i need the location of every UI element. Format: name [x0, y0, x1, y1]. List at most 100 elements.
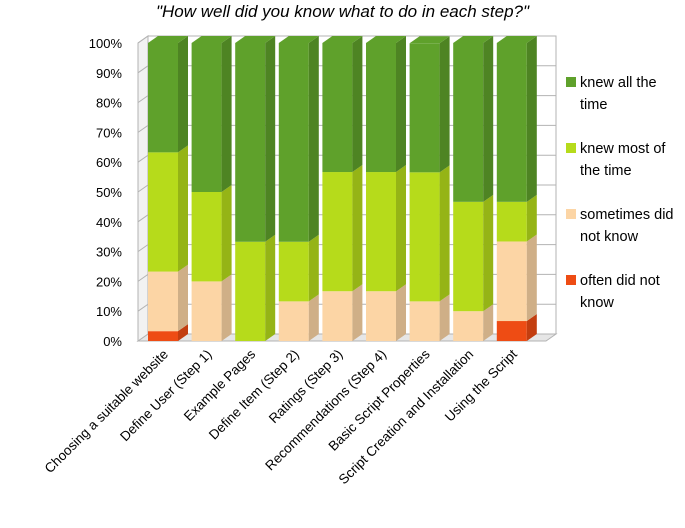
legend-swatch [566, 275, 576, 285]
bar-segment [191, 281, 222, 341]
bar-segment [409, 43, 440, 173]
bar-segment [496, 43, 527, 202]
bar-stack [496, 36, 537, 341]
bar-segment [235, 241, 266, 341]
bar-segment-side [526, 36, 537, 202]
bar-segment [148, 271, 178, 332]
bar-segment-side [178, 145, 188, 272]
bar-segment-side [396, 284, 406, 341]
bar-segment-side [396, 165, 406, 292]
bar-stack [148, 36, 188, 341]
chart-title: "How well did you know what to do in eac… [155, 2, 530, 21]
bar-segment-side [178, 36, 188, 153]
bar-segment-side [352, 165, 363, 292]
bar-top [453, 36, 494, 43]
bar-segment-side [439, 165, 450, 302]
bar-segment-side [308, 36, 319, 242]
y-axis-ticks: 0% 10% 20% 30% 40% 50% 60% 70% 80% 90% 100% [89, 36, 123, 349]
bar-segment-side [396, 36, 406, 173]
legend: knew all the time knew most of the time … [566, 72, 684, 336]
gridline [137, 35, 556, 44]
bar-segment [366, 291, 396, 341]
bar-stack [235, 36, 276, 341]
y-tick-label: 80% [96, 96, 122, 111]
bar-segment-side [352, 284, 363, 341]
bar-segment [409, 301, 440, 341]
bar-top [278, 36, 319, 43]
y-tick-label: 30% [96, 245, 122, 260]
bar-stack [453, 36, 494, 341]
y-tick-label: 50% [96, 185, 122, 200]
bar-segment-side [483, 194, 494, 312]
legend-label: knew all the time [580, 75, 657, 113]
bar-segment-side [483, 304, 494, 341]
bar-segment-side [526, 234, 537, 322]
y-tick-label: 90% [96, 66, 122, 81]
bar-segment-side [265, 234, 276, 341]
bar-segment-side [308, 234, 319, 302]
bar-segment-side [308, 294, 319, 341]
bar-segment [496, 201, 527, 242]
bar-top [409, 36, 450, 44]
bar-segment [191, 192, 222, 282]
bar-segment [191, 43, 222, 192]
bar-segment [453, 311, 484, 341]
bar-segment [409, 172, 440, 302]
legend-label: often did not know [580, 273, 660, 311]
bar-segment [453, 201, 484, 312]
bar-stack [191, 36, 232, 341]
bar-segment-side [526, 194, 537, 242]
bar-top [191, 36, 232, 43]
legend-swatch [566, 77, 576, 87]
bar-segment [366, 43, 396, 173]
bar-segment [322, 172, 353, 292]
y-tick-label: 20% [96, 274, 122, 289]
bar-segment-side [265, 36, 276, 242]
bar-segment-side [526, 314, 537, 341]
bar-segment [496, 241, 527, 322]
bar-stack [366, 36, 406, 341]
y-tick-label: 100% [89, 36, 123, 51]
y-tick-label: 70% [96, 125, 122, 140]
bar-segment-side [178, 264, 188, 332]
bar-top [322, 36, 363, 43]
bar-segment [148, 152, 178, 272]
x-tick-label: Ratings (Step 3) [266, 347, 346, 427]
bar-segment [278, 241, 309, 302]
bar-segment [322, 43, 353, 173]
bar-segment-side [221, 36, 232, 192]
bar-segment [366, 172, 396, 292]
bar-segment [148, 331, 178, 341]
bar-segment [235, 43, 266, 242]
bar-segment-side [483, 36, 494, 202]
bar-segment [496, 321, 527, 341]
bar-stack [278, 36, 319, 341]
legend-item: knew most of the time [566, 138, 684, 204]
bar-segment-side [221, 274, 232, 341]
bar-segment-side [178, 324, 188, 341]
bar-segment [322, 291, 353, 341]
y-tick-label: 0% [103, 334, 122, 349]
bar-stack [409, 36, 450, 341]
bars [148, 36, 537, 341]
bar-top [235, 36, 276, 43]
legend-item: sometimes did not know [566, 204, 684, 270]
legend-label: knew most of the time [580, 141, 666, 179]
bar-segment-side [439, 36, 450, 173]
bar-segment [453, 43, 484, 202]
y-tick-label: 10% [96, 304, 122, 319]
legend-item: knew all the time [566, 72, 684, 138]
legend-swatch [566, 209, 576, 219]
bar-segment-side [221, 185, 232, 282]
y-tick-label: 60% [96, 155, 122, 170]
legend-item: often did not know [566, 270, 684, 336]
bar-segment-side [352, 36, 363, 173]
bar-segment-side [439, 294, 450, 341]
bar-top [496, 36, 537, 43]
legend-swatch [566, 143, 576, 153]
legend-label: sometimes did not know [580, 207, 674, 245]
y-tick-label: 40% [96, 215, 122, 230]
bar-segment [278, 301, 309, 341]
